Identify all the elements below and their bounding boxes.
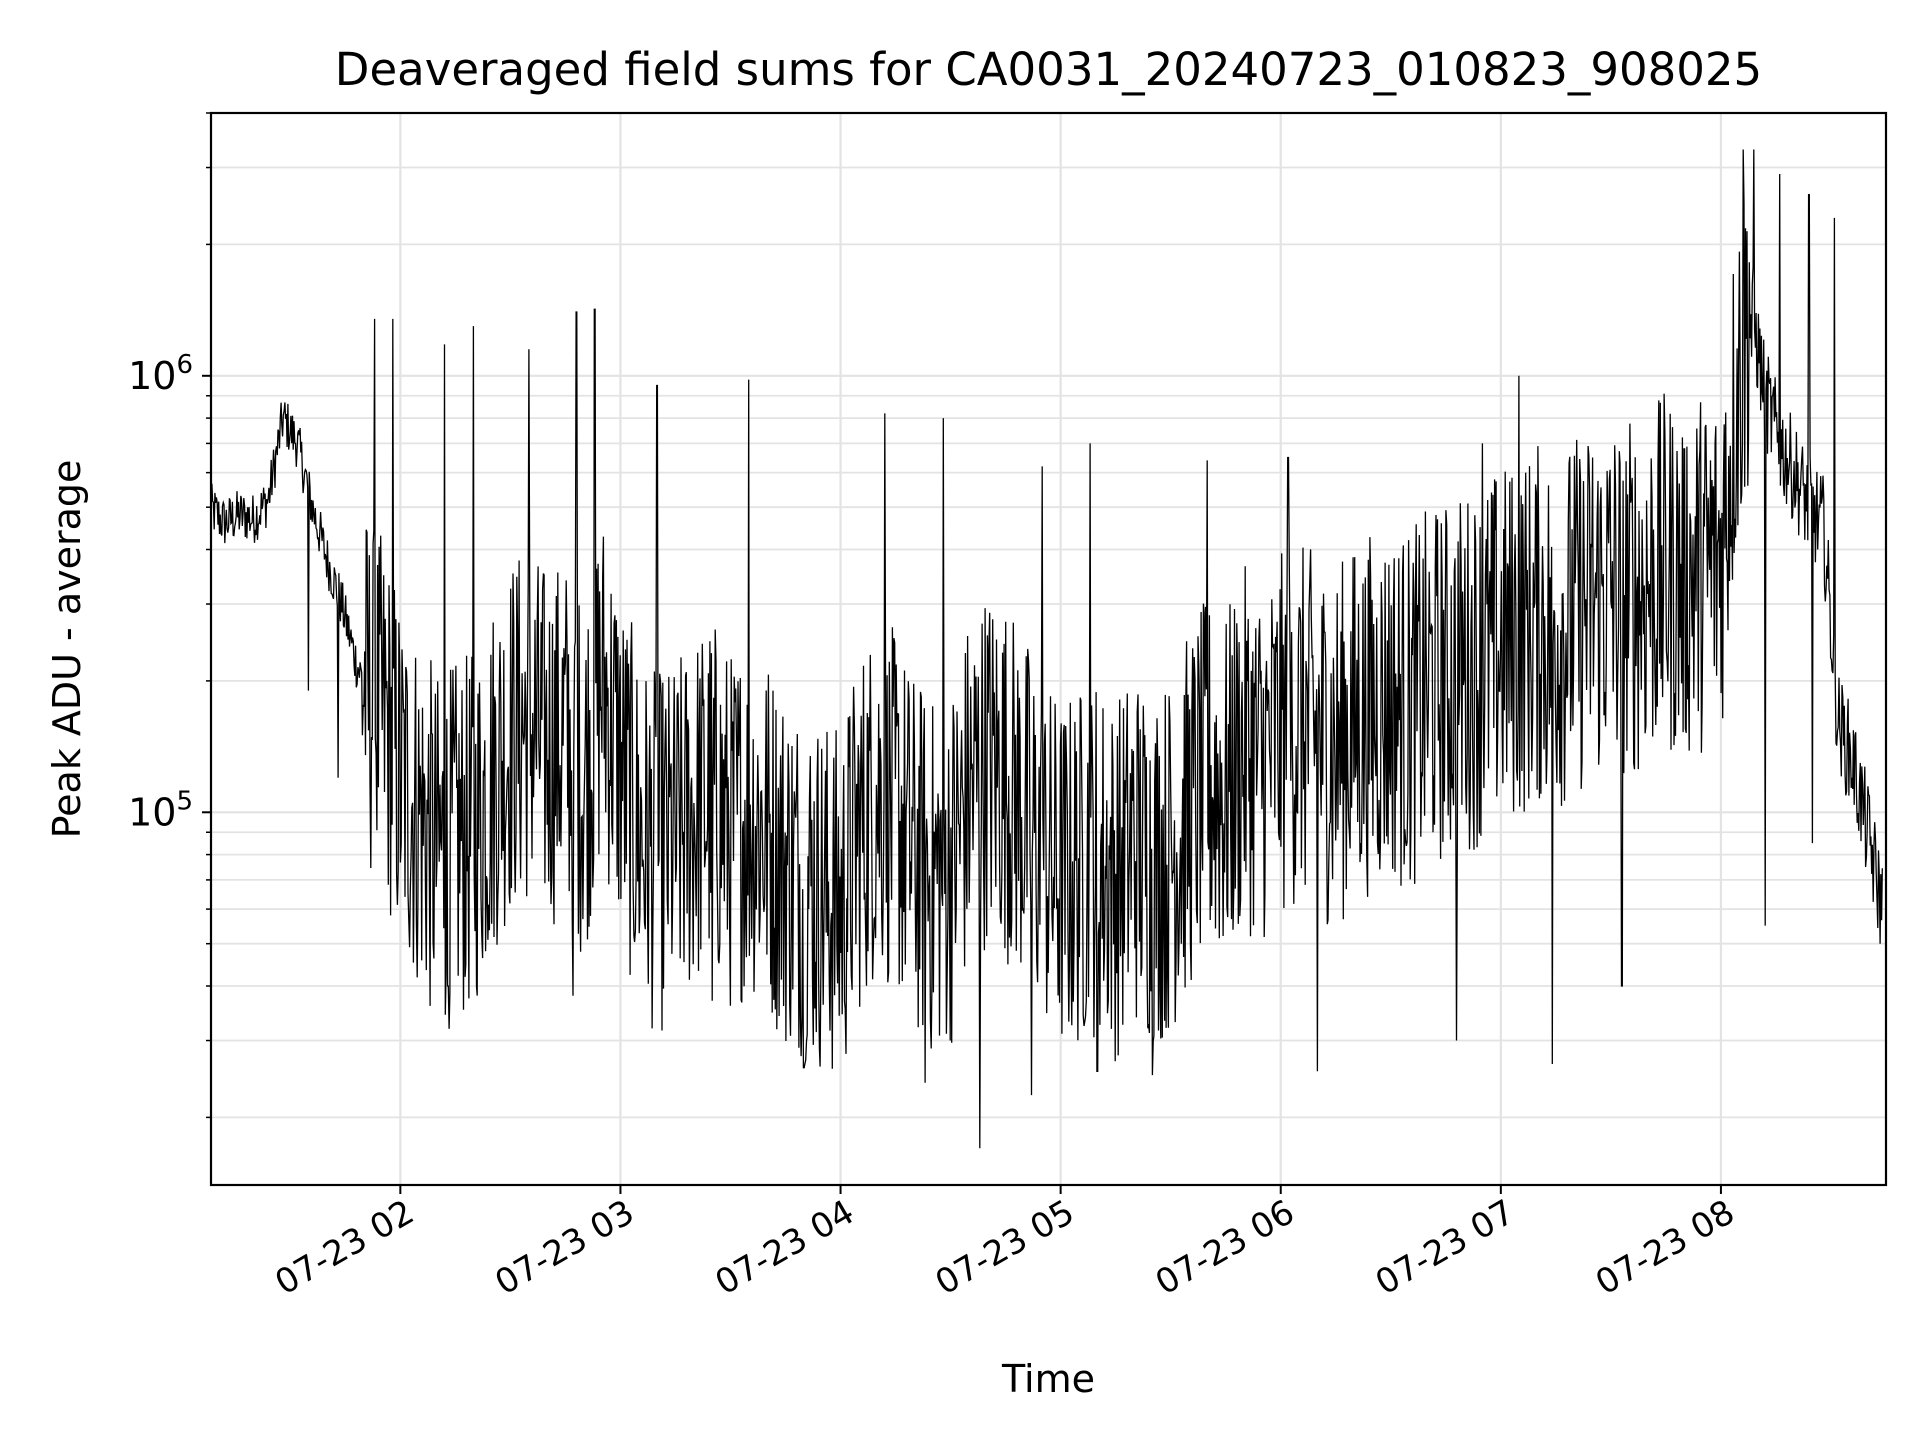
y-tick-label: 105 (128, 786, 193, 834)
plot-frame (209, 111, 1888, 1187)
y-axis: 105 106 (128, 350, 193, 834)
y-tick-label: 106 (128, 350, 193, 398)
y-axis-label: Peak ADU - average (45, 460, 89, 839)
chart-title: Deaveraged field sums for CA0031_2024072… (335, 43, 1762, 96)
x-axis-label: Time (1001, 1357, 1095, 1401)
series-line (211, 149, 1883, 1149)
series-group (211, 149, 1883, 1149)
